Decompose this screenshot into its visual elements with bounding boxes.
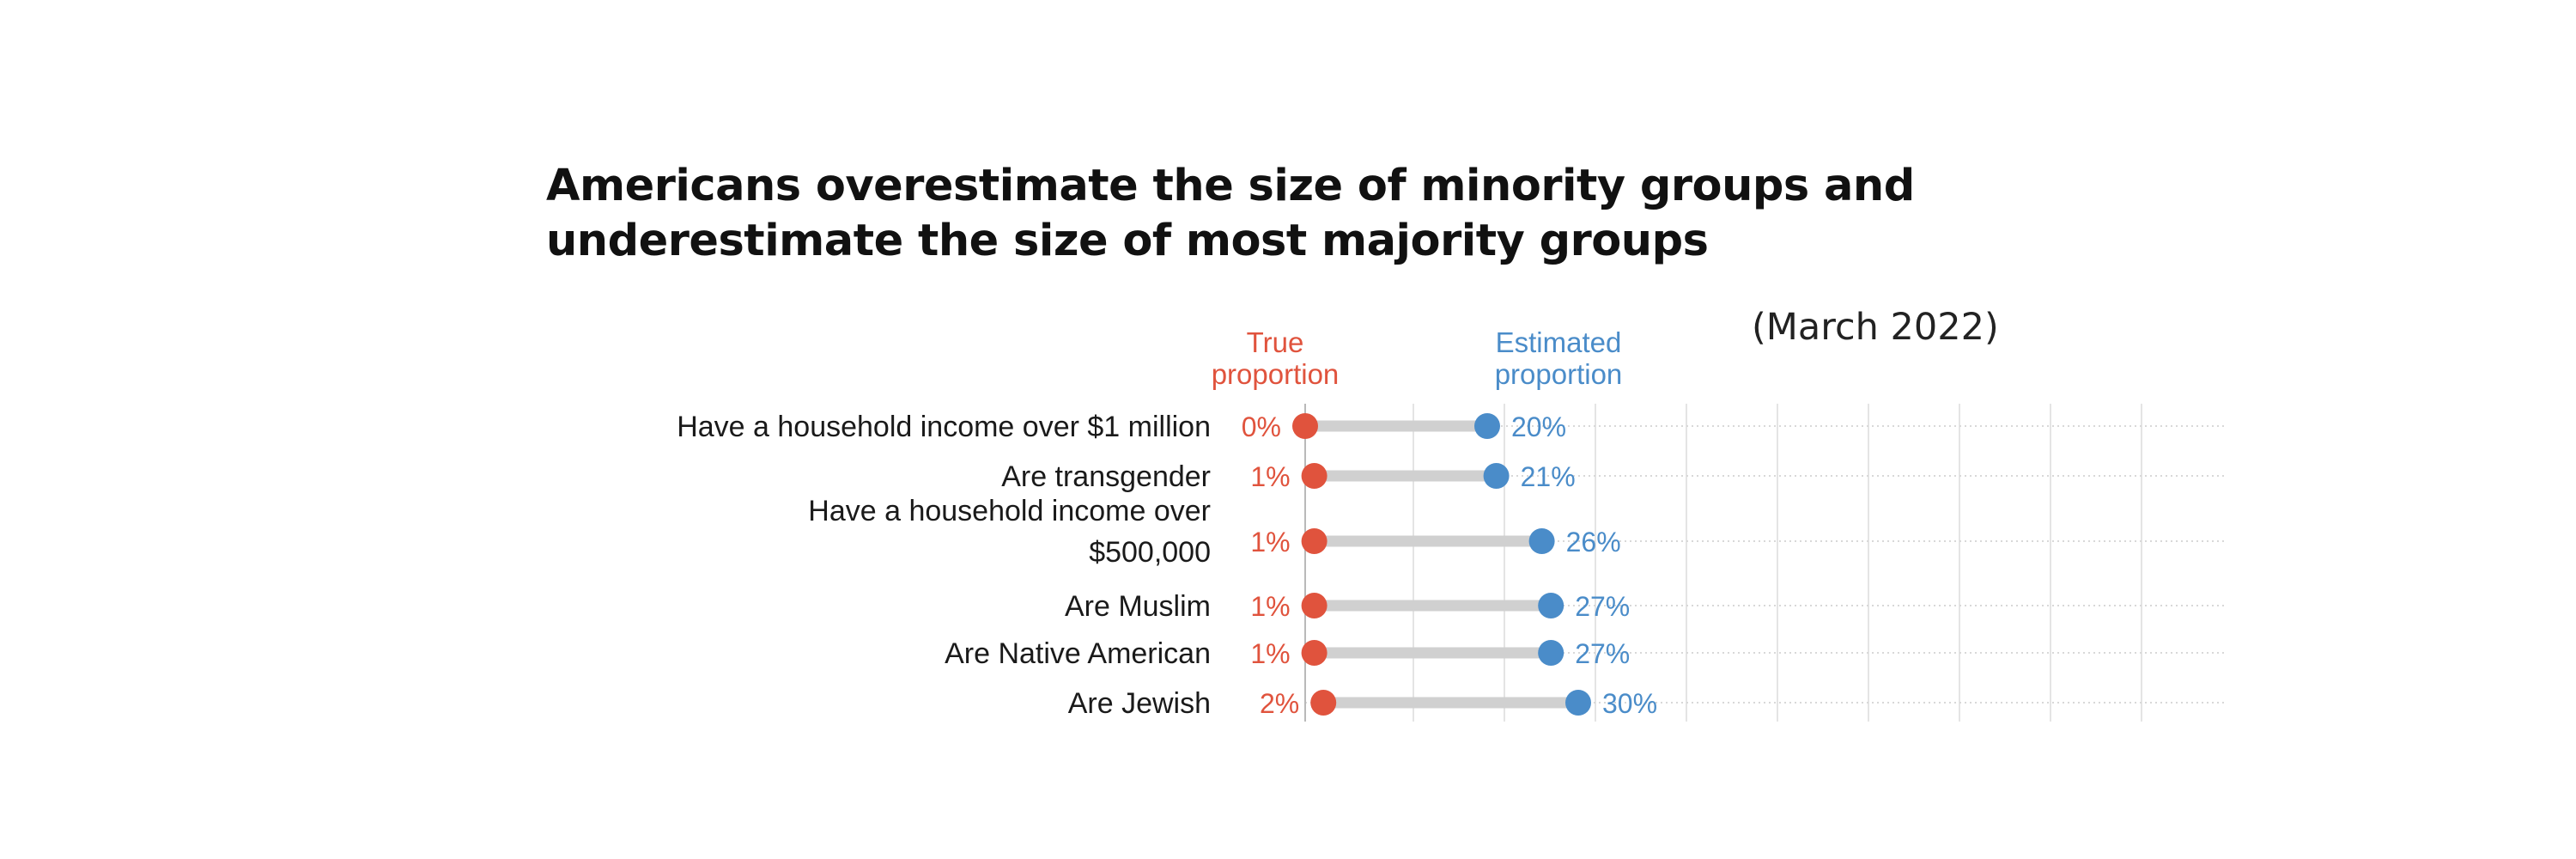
estimated-value-dot <box>1565 690 1591 716</box>
true-value-label: 1% <box>1250 461 1290 492</box>
estimated-value-dot <box>1474 413 1500 439</box>
date-note: (March 2022) <box>1752 306 1999 349</box>
true-value-dot <box>1301 528 1327 554</box>
true-value-label: 0% <box>1242 411 1281 442</box>
category-label: Are Muslim <box>1065 590 1211 623</box>
chart-title-line-2: underestimate the size of most majority … <box>546 216 1709 266</box>
estimated-value-label: 27% <box>1575 638 1630 669</box>
legend-estimated-proportion-label: proportion <box>1495 358 1623 390</box>
category-label: Have a household income over <box>808 495 1211 527</box>
chart-title-line-1: Americans overestimate the size of minor… <box>546 161 1915 211</box>
legend-true-proportion-label: True <box>1247 326 1304 358</box>
true-value-dot <box>1301 640 1327 666</box>
estimated-value-dot <box>1483 463 1510 489</box>
true-value-dot <box>1310 690 1337 716</box>
category-label: Are transgender <box>1001 460 1211 493</box>
estimated-value-label: 27% <box>1575 591 1630 622</box>
estimated-value-label: 26% <box>1566 527 1621 557</box>
true-value-dot <box>1292 413 1318 439</box>
estimated-value-label: 21% <box>1521 461 1576 492</box>
true-value-label: 1% <box>1250 591 1290 622</box>
category-label: Are Jewish <box>1068 687 1211 720</box>
true-value-dot <box>1301 593 1327 618</box>
chart-title: Americans overestimate the size of minor… <box>546 159 1915 269</box>
legend-true-proportion-label: proportion <box>1212 358 1340 390</box>
true-value-label: 1% <box>1250 527 1290 557</box>
estimated-value-label: 20% <box>1511 411 1566 442</box>
estimated-value-label: 30% <box>1602 688 1657 719</box>
true-value-label: 1% <box>1250 638 1290 669</box>
true-value-label: 2% <box>1260 688 1299 719</box>
true-value-dot <box>1301 463 1327 489</box>
estimated-value-dot <box>1538 593 1564 618</box>
estimated-value-dot <box>1528 528 1555 554</box>
estimated-value-dot <box>1538 640 1564 666</box>
category-label: Have a household income over $1 million <box>677 411 1211 443</box>
legend-estimated-proportion-label: Estimated <box>1496 326 1622 358</box>
category-label: Are Native American <box>945 637 1211 670</box>
category-label: $500,000 <box>1089 536 1211 569</box>
